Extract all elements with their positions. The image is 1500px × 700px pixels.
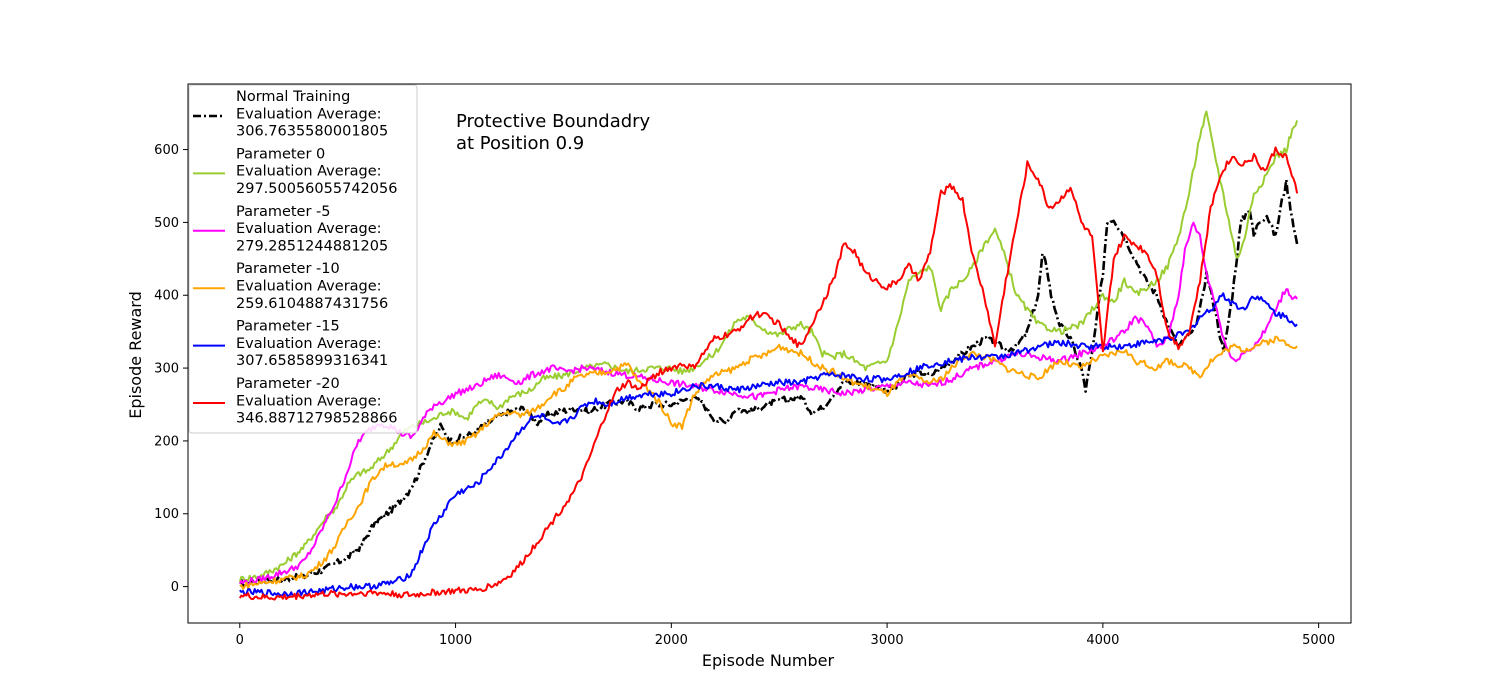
y-tick-label: 200 xyxy=(154,434,179,449)
y-tick-label: 600 xyxy=(154,143,179,158)
legend-label: 346.88712798528866 xyxy=(236,411,397,427)
y-axis-label: Episode Reward xyxy=(126,291,145,419)
series-line-normal-training xyxy=(239,178,1299,587)
legend-label: Evaluation Average: xyxy=(236,164,382,180)
axes: 0 1000 2000 3000 4000 5000 0 100 200 300 400 500 600 xyxy=(154,83,1352,648)
x-axis-label: Episode Number xyxy=(702,651,835,670)
x-tick-label: 5000 xyxy=(1302,633,1335,648)
series-line-parameter-5 xyxy=(238,221,1298,586)
legend-label: Evaluation Average: xyxy=(236,279,382,295)
plot-area xyxy=(238,110,1299,601)
legend-entry-parameter-0: Parameter 0 Evaluation Average: 297.5005… xyxy=(193,146,397,197)
legend-entry-parameter-5: Parameter -5 Evaluation Average: 279.285… xyxy=(193,204,388,254)
legend-label: Parameter -5 xyxy=(236,204,331,220)
annotation-text: Protective Boundadry xyxy=(456,111,651,132)
legend-label: Evaluation Average: xyxy=(236,106,382,122)
legend-label: Parameter -20 xyxy=(236,376,340,392)
legend-entry-parameter-20: Parameter -20 Evaluation Average: 346.88… xyxy=(193,376,397,427)
annotation-text: at Position 0.9 xyxy=(456,133,584,154)
x-tick-label: 2000 xyxy=(655,633,688,648)
legend-label: Evaluation Average: xyxy=(236,221,382,237)
legend-entry-normal-training: Normal Training Evaluation Average: 306.… xyxy=(193,89,388,140)
x-tick-label: 0 xyxy=(236,633,244,648)
axes-frame xyxy=(187,83,1352,624)
legend-label: 259.6104887431756 xyxy=(236,296,388,312)
legend-label: Evaluation Average: xyxy=(236,393,382,409)
legend-label: 279.2851244881205 xyxy=(236,238,388,254)
legend-label: 306.7635580001805 xyxy=(236,124,388,140)
series-line-parameter-15 xyxy=(239,292,1298,598)
series-line-parameter-10 xyxy=(239,335,1298,590)
legend: Normal Training Evaluation Average: 306.… xyxy=(188,84,418,434)
x-tick-label: 4000 xyxy=(1086,633,1119,648)
legend-label: Parameter -10 xyxy=(236,261,340,277)
legend-label: Normal Training xyxy=(236,89,350,105)
legend-label: Parameter -15 xyxy=(236,319,340,335)
y-tick-label: 100 xyxy=(154,507,179,522)
legend-entry-parameter-10: Parameter -10 Evaluation Average: 259.61… xyxy=(193,261,388,312)
legend-label: 297.50056055742056 xyxy=(236,181,397,197)
legend-label: Evaluation Average: xyxy=(236,336,382,352)
y-tick-label: 500 xyxy=(154,216,179,231)
legend-label: 307.6585899316341 xyxy=(236,353,388,369)
x-tick-label: 3000 xyxy=(871,633,904,648)
legend-label: Parameter 0 xyxy=(236,146,325,162)
y-tick-label: 400 xyxy=(154,289,179,304)
x-tick-label: 1000 xyxy=(439,633,472,648)
series-line-parameter-20 xyxy=(238,146,1299,601)
annotation: Protective Boundadry at Position 0.9 xyxy=(456,111,651,154)
y-tick-label: 300 xyxy=(154,362,179,377)
y-tick-label: 0 xyxy=(171,580,179,595)
legend-box xyxy=(188,84,418,434)
legend-entry-parameter-15: Parameter -15 Evaluation Average: 307.65… xyxy=(193,319,388,369)
